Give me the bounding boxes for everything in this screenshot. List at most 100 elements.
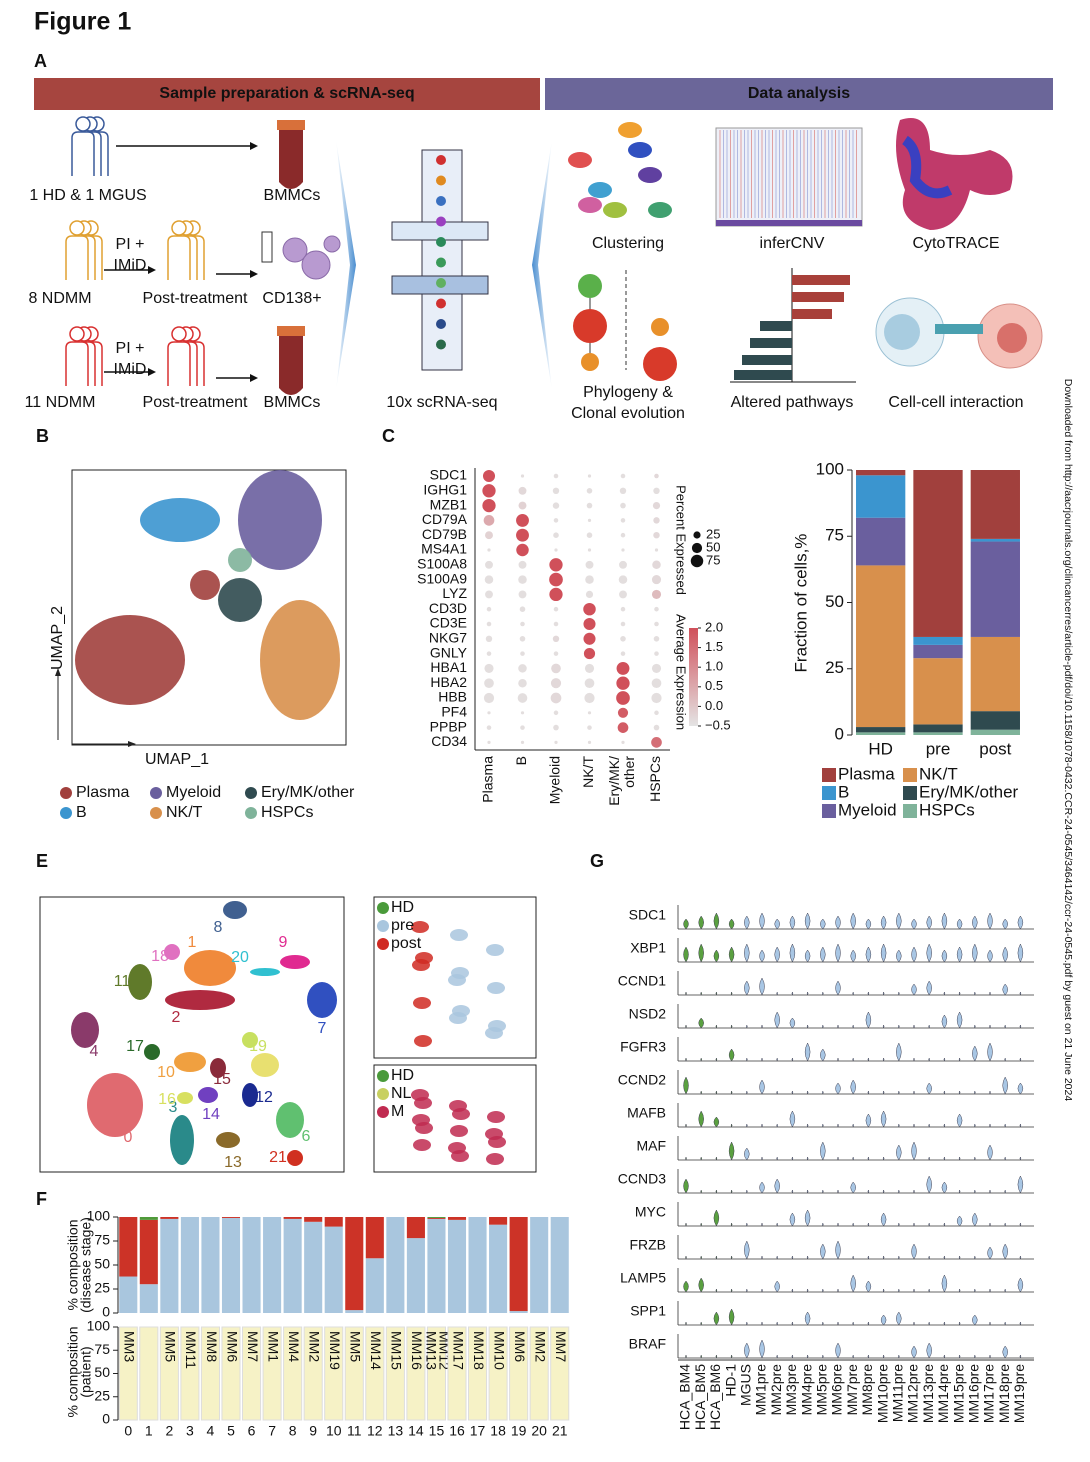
violin — [943, 1255, 946, 1260]
inset-blob — [451, 967, 469, 979]
violin — [685, 1156, 687, 1161]
cell-icon — [323, 235, 341, 253]
violin — [822, 1222, 824, 1227]
violin — [896, 949, 902, 963]
dot — [549, 558, 563, 572]
violin — [987, 949, 993, 963]
violin — [730, 1288, 733, 1293]
gene-label: NSD2 — [629, 1006, 667, 1022]
violin — [867, 991, 870, 996]
y-tick-label: 50 — [825, 592, 844, 611]
x-tick-label: 0 — [124, 1423, 132, 1439]
violin — [806, 991, 809, 996]
violin — [865, 946, 872, 963]
patient-bar — [447, 1326, 467, 1421]
bar-segment — [139, 1219, 158, 1285]
bar-segment — [345, 1217, 364, 1311]
cluster-blob — [588, 182, 612, 198]
violin — [989, 991, 991, 996]
violin — [761, 1222, 763, 1227]
violin — [958, 1156, 961, 1161]
violin — [867, 1156, 870, 1161]
dot — [583, 648, 596, 660]
x-tick-label: 7 — [268, 1423, 276, 1439]
violin — [926, 1175, 932, 1194]
violin — [898, 1189, 900, 1194]
dot — [553, 621, 559, 627]
sample-label: MM8pre — [859, 1364, 875, 1416]
gene-label: CCND2 — [618, 1072, 666, 1088]
bar-segment — [856, 517, 906, 566]
patient-bar — [406, 1326, 426, 1421]
patient-bar — [303, 1326, 323, 1421]
violin — [1019, 1354, 1022, 1359]
dot — [651, 678, 662, 689]
legend-label: Plasma — [76, 784, 129, 801]
bar-segment — [856, 565, 906, 728]
trajectory — [901, 135, 953, 199]
violin — [941, 1274, 948, 1293]
violin — [928, 1321, 930, 1326]
x-tick-label: 9 — [309, 1423, 317, 1439]
violin — [974, 1090, 976, 1095]
cluster-label: 2 — [172, 1009, 181, 1026]
violin — [700, 1156, 702, 1161]
inset-blob — [488, 1136, 506, 1148]
axis-label: (disease stage) — [78, 1217, 94, 1313]
violin — [700, 1354, 702, 1359]
violin — [911, 1345, 917, 1359]
color-tick-label: 1.0 — [705, 659, 723, 674]
umap-cluster — [238, 470, 322, 570]
color-tick-label: 1.5 — [705, 639, 723, 654]
node — [573, 309, 607, 343]
x-tick-label: 6 — [248, 1423, 256, 1439]
node — [581, 353, 599, 371]
violin — [911, 946, 917, 963]
sample-label: MGUS — [738, 1364, 754, 1406]
violin — [974, 1354, 976, 1359]
violin — [835, 980, 841, 996]
x-tick-label: 16 — [449, 1423, 465, 1439]
bar-segment — [304, 1221, 323, 1313]
dot — [584, 692, 595, 704]
cluster-blob — [648, 202, 672, 218]
bar-segment — [970, 470, 1020, 539]
tube-cap — [277, 326, 305, 336]
violin — [806, 1024, 809, 1029]
umap-frame — [71, 469, 347, 746]
bar-segment — [345, 1310, 364, 1313]
violin — [852, 1354, 854, 1359]
violin — [715, 1189, 718, 1194]
violin — [685, 1057, 687, 1062]
violin — [715, 991, 718, 996]
violin — [761, 1156, 763, 1161]
dot — [585, 590, 594, 599]
chevron — [336, 140, 356, 390]
row-label: 1 HD & 1 MGUS — [29, 187, 146, 204]
droplet — [436, 298, 446, 309]
violin — [730, 991, 733, 996]
droplet — [436, 175, 446, 186]
dot — [482, 469, 496, 483]
y-tick-label: 0 — [102, 1304, 110, 1320]
x-tick-label: pre — [926, 739, 951, 758]
axis-label: Fraction of cells,% — [791, 534, 810, 673]
cluster-label: 12 — [255, 1089, 273, 1106]
violin — [1017, 915, 1024, 930]
patient-bar — [200, 1326, 220, 1421]
person-icon — [75, 116, 91, 132]
dot — [619, 560, 627, 569]
violin — [1004, 1024, 1006, 1029]
bar-segment — [509, 1311, 528, 1313]
cluster-label: 1 — [188, 934, 197, 951]
x-tick-label: 12 — [367, 1423, 383, 1439]
violin — [791, 1288, 794, 1293]
violin — [746, 1288, 748, 1293]
violin — [746, 1189, 748, 1194]
dot — [587, 518, 592, 523]
violin — [730, 1189, 733, 1194]
bar-segment — [365, 1258, 384, 1313]
violin — [943, 991, 946, 996]
umap-cluster — [177, 1092, 193, 1104]
gene-label: PF4 — [441, 704, 467, 720]
